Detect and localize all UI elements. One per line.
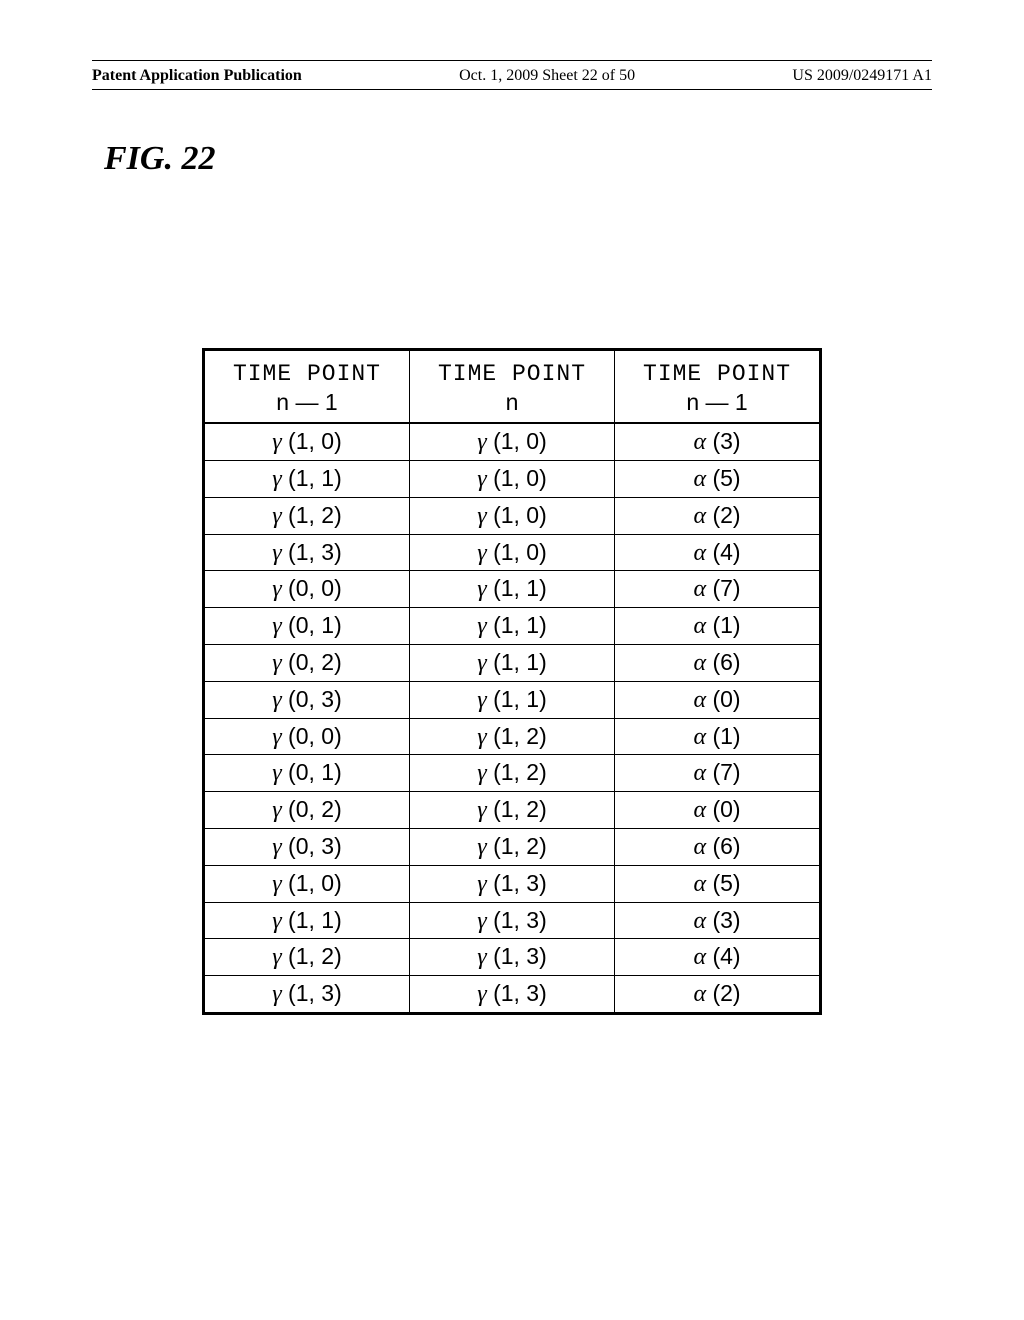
table-row: γ (0, 0)γ (1, 2)α (1) bbox=[203, 718, 820, 755]
table-body: γ (1, 0)γ (1, 0)α (3)γ (1, 1)γ (1, 0)α (… bbox=[203, 423, 820, 1013]
table-cell: γ (0, 3) bbox=[203, 828, 409, 865]
header-row: Patent Application Publication Oct. 1, 2… bbox=[92, 67, 932, 85]
table-cell: α (4) bbox=[615, 939, 821, 976]
table-cell: γ (1, 3) bbox=[203, 976, 409, 1014]
table-cell: α (0) bbox=[615, 792, 821, 829]
table-cell: γ (1, 0) bbox=[203, 423, 409, 460]
table-cell: γ (1, 0) bbox=[409, 497, 614, 534]
table-row: γ (1, 3)γ (1, 3)α (2) bbox=[203, 976, 820, 1014]
table-cell: α (5) bbox=[615, 865, 821, 902]
table-row: γ (1, 1)γ (1, 3)α (3) bbox=[203, 902, 820, 939]
table-cell: α (4) bbox=[615, 534, 821, 571]
table-cell: γ (0, 1) bbox=[203, 755, 409, 792]
col2-l1: TIME POINT bbox=[643, 361, 791, 387]
table-cell: γ (0, 3) bbox=[203, 681, 409, 718]
table-cell: γ (1, 0) bbox=[409, 460, 614, 497]
table-cell: α (3) bbox=[615, 423, 821, 460]
col0-l2: n — 1 bbox=[276, 389, 337, 415]
header-center: Oct. 1, 2009 Sheet 22 of 50 bbox=[459, 67, 635, 85]
header-rule-top bbox=[92, 60, 932, 61]
page: Patent Application Publication Oct. 1, 2… bbox=[0, 0, 1024, 1320]
table-cell: γ (1, 2) bbox=[203, 939, 409, 976]
table-cell: α (1) bbox=[615, 718, 821, 755]
table-cell: γ (1, 3) bbox=[409, 939, 614, 976]
table-cell: γ (1, 2) bbox=[409, 718, 614, 755]
table-row: γ (0, 2)γ (1, 2)α (0) bbox=[203, 792, 820, 829]
table-cell: γ (0, 1) bbox=[203, 608, 409, 645]
col2-l2: n — 1 bbox=[686, 389, 747, 415]
table-cell: γ (1, 1) bbox=[409, 608, 614, 645]
table-cell: γ (1, 1) bbox=[203, 460, 409, 497]
table-row: γ (1, 3)γ (1, 0)α (4) bbox=[203, 534, 820, 571]
table-cell: α (6) bbox=[615, 644, 821, 681]
table-cell: α (2) bbox=[615, 976, 821, 1014]
table-row: γ (1, 1)γ (1, 0)α (5) bbox=[203, 460, 820, 497]
table-cell: γ (1, 2) bbox=[203, 497, 409, 534]
header-right: US 2009/0249171 A1 bbox=[792, 67, 932, 85]
table-row: γ (0, 1)γ (1, 2)α (7) bbox=[203, 755, 820, 792]
timepoint-table: TIME POINT n — 1 TIME POINT n TIME POINT… bbox=[202, 348, 822, 1015]
table-cell: γ (0, 0) bbox=[203, 718, 409, 755]
table-cell: α (3) bbox=[615, 902, 821, 939]
table-cell: γ (1, 2) bbox=[409, 792, 614, 829]
table-cell: γ (0, 2) bbox=[203, 644, 409, 681]
table-cell: α (7) bbox=[615, 755, 821, 792]
table-cell: γ (1, 1) bbox=[409, 644, 614, 681]
table-cell: γ (1, 3) bbox=[409, 976, 614, 1014]
header-left: Patent Application Publication bbox=[92, 67, 302, 85]
table-cell: γ (0, 2) bbox=[203, 792, 409, 829]
table-cell: γ (1, 1) bbox=[203, 902, 409, 939]
col-header-2: TIME POINT n — 1 bbox=[615, 350, 821, 424]
table-row: γ (1, 2)γ (1, 3)α (4) bbox=[203, 939, 820, 976]
table-row: γ (0, 3)γ (1, 1)α (0) bbox=[203, 681, 820, 718]
table-row: γ (0, 0)γ (1, 1)α (7) bbox=[203, 571, 820, 608]
table-cell: γ (1, 0) bbox=[409, 534, 614, 571]
table-cell: γ (1, 3) bbox=[409, 902, 614, 939]
table-cell: γ (0, 0) bbox=[203, 571, 409, 608]
table-cell: γ (1, 1) bbox=[409, 571, 614, 608]
table-cell: α (5) bbox=[615, 460, 821, 497]
col-header-0: TIME POINT n — 1 bbox=[203, 350, 409, 424]
table-cell: γ (1, 3) bbox=[409, 865, 614, 902]
table-cell: γ (1, 2) bbox=[409, 755, 614, 792]
table-cell: α (6) bbox=[615, 828, 821, 865]
col0-l1: TIME POINT bbox=[233, 361, 381, 387]
table-header-row: TIME POINT n — 1 TIME POINT n TIME POINT… bbox=[203, 350, 820, 424]
table-row: γ (0, 3)γ (1, 2)α (6) bbox=[203, 828, 820, 865]
table-cell: γ (1, 2) bbox=[409, 828, 614, 865]
table-cell: α (0) bbox=[615, 681, 821, 718]
table-container: TIME POINT n — 1 TIME POINT n TIME POINT… bbox=[92, 348, 932, 1015]
col-header-1: TIME POINT n bbox=[409, 350, 614, 424]
table-cell: γ (1, 0) bbox=[203, 865, 409, 902]
header-rule-bottom bbox=[92, 89, 932, 90]
col1-l2: n bbox=[506, 389, 519, 415]
table-cell: α (7) bbox=[615, 571, 821, 608]
table-cell: α (1) bbox=[615, 608, 821, 645]
table-cell: γ (1, 0) bbox=[409, 423, 614, 460]
table-row: γ (0, 1)γ (1, 1)α (1) bbox=[203, 608, 820, 645]
col1-l1: TIME POINT bbox=[438, 361, 586, 387]
table-row: γ (1, 0)γ (1, 3)α (5) bbox=[203, 865, 820, 902]
table-row: γ (0, 2)γ (1, 1)α (6) bbox=[203, 644, 820, 681]
table-cell: α (2) bbox=[615, 497, 821, 534]
figure-label: FIG. 22 bbox=[104, 140, 932, 178]
table-cell: γ (1, 1) bbox=[409, 681, 614, 718]
table-cell: γ (1, 3) bbox=[203, 534, 409, 571]
table-row: γ (1, 0)γ (1, 0)α (3) bbox=[203, 423, 820, 460]
table-row: γ (1, 2)γ (1, 0)α (2) bbox=[203, 497, 820, 534]
